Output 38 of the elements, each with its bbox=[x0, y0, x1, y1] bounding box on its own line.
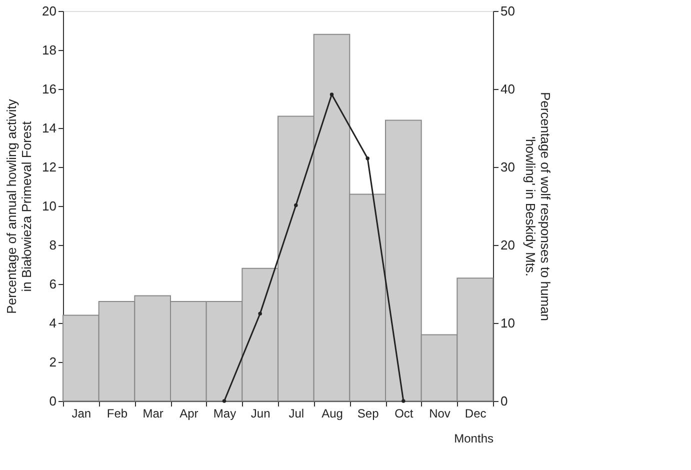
y2-tick-label: 50 bbox=[500, 4, 515, 18]
y-tick-label: 20 bbox=[42, 4, 56, 18]
x-tick-label: Jun bbox=[250, 406, 270, 420]
y-tick-label: 18 bbox=[42, 42, 56, 58]
x-tick-label: Nov bbox=[429, 406, 450, 420]
y-tick-label: 4 bbox=[49, 316, 56, 330]
y-tick-label: 2 bbox=[49, 354, 56, 370]
y2-tick-label: 30 bbox=[500, 160, 515, 174]
y-tick-label: 10 bbox=[42, 198, 56, 214]
point bbox=[258, 312, 262, 316]
point bbox=[330, 92, 334, 96]
x-tick-label: Apr bbox=[180, 406, 198, 420]
point bbox=[222, 399, 226, 403]
y-tick-label: 8 bbox=[49, 238, 56, 252]
y2-tick-label: 10 bbox=[500, 316, 515, 330]
y2-tick-label: 20 bbox=[500, 238, 515, 252]
x-tick-label: Dec bbox=[464, 406, 486, 420]
y-tick-label: 6 bbox=[49, 276, 56, 292]
y-tick-label: 12 bbox=[42, 160, 56, 174]
x-tick-label: Sep bbox=[357, 406, 380, 420]
x-tick-label: Oct bbox=[394, 406, 414, 420]
x-tick-label: Jan bbox=[72, 406, 92, 420]
y-tick-label: 16 bbox=[42, 82, 56, 96]
x-tick-label: May bbox=[213, 406, 236, 420]
y-tick-label: 0 bbox=[49, 394, 56, 408]
y2-tick-label: 40 bbox=[500, 82, 515, 96]
point bbox=[294, 203, 298, 208]
y-tick-label: 14 bbox=[42, 120, 56, 136]
y-axis-title: Percentage of annual howling activity in Białowieża Primeval Forest bbox=[4, 98, 34, 314]
y2-axis-title: Percentage of wolf responses to human 'howling' in Beskidy Mts. bbox=[522, 92, 553, 322]
x-tick-label: Mar bbox=[142, 406, 164, 420]
x-tick-label: Feb bbox=[106, 406, 128, 420]
x-tick-label: Aug bbox=[322, 406, 343, 420]
y2-tick-label: 0 bbox=[500, 394, 508, 408]
x-tick-label: Jul bbox=[288, 406, 304, 420]
point bbox=[366, 156, 370, 160]
x-axis-title: Months bbox=[454, 432, 494, 446]
point bbox=[402, 399, 406, 403]
